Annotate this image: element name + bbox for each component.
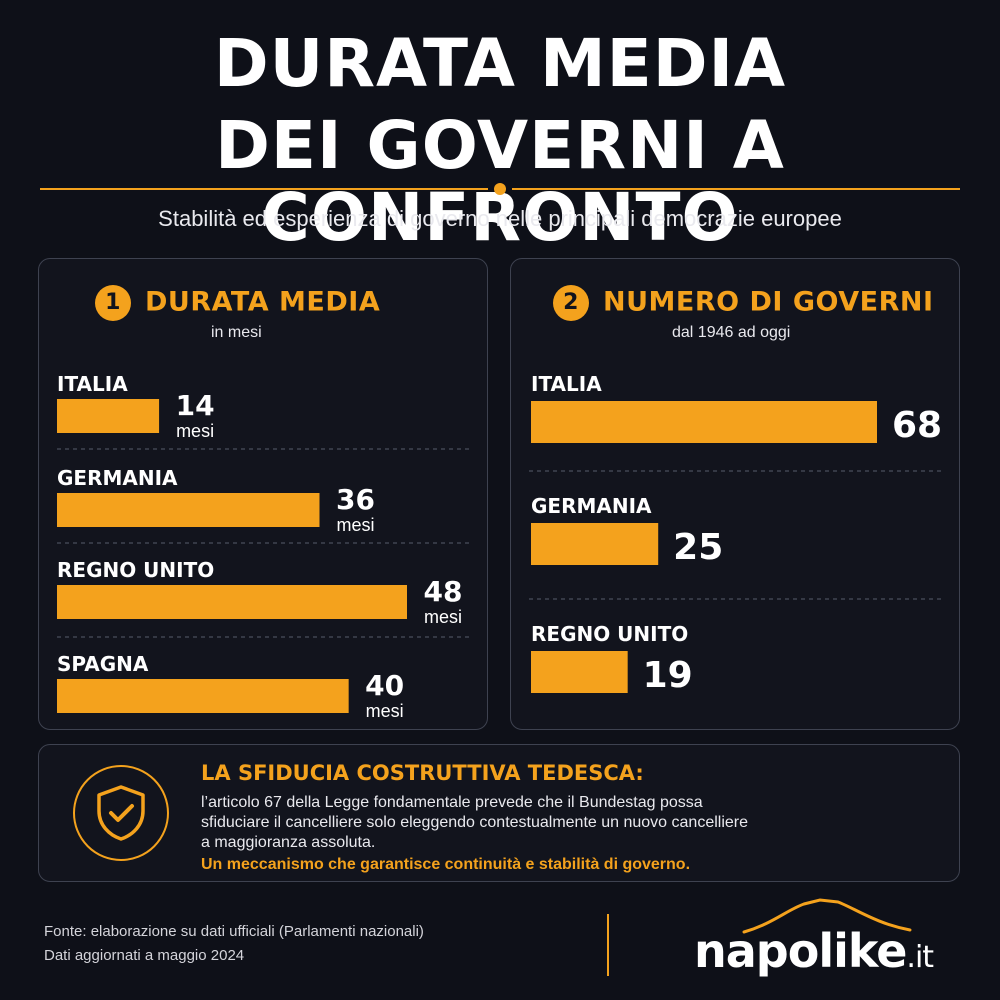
category-label: SPAGNA xyxy=(57,652,149,676)
value-label: 68 xyxy=(892,405,942,446)
page-title-line1: DURATA MEDIA xyxy=(213,25,787,102)
panel-numero-governi: 2 NUMERO DI GOVERNI dal 1946 ad oggi ITAL… xyxy=(510,258,960,730)
value-label: 40 xyxy=(365,669,404,702)
source-line-1: Fonte: elaborazione su dati ufficiali (P… xyxy=(44,923,424,940)
value-label: 36 xyxy=(336,483,375,516)
source-note: Fonte: elaborazione su dati ufficiali (P… xyxy=(44,920,424,968)
category-label: ITALIA xyxy=(531,372,602,396)
bar xyxy=(531,523,659,565)
logo-tld: .it xyxy=(906,940,934,975)
unit-label: mesi xyxy=(366,701,404,721)
value-label: 19 xyxy=(643,655,693,696)
panel-subtitle-numero: dal 1946 ad oggi xyxy=(672,324,791,341)
unit-label: mesi xyxy=(424,607,462,627)
panel-durata-media: 1 DURATA MEDIA in mesi ITALIA 14 mesi GERMAN… xyxy=(38,258,488,730)
unit-label: mesi xyxy=(336,515,374,535)
page-subtitle: Stabilità ed esperienza di governo nelle… xyxy=(158,206,842,231)
category-label: ITALIA xyxy=(57,372,128,396)
panel-title-numero: 2 NUMERO DI GOVERNI xyxy=(553,285,934,321)
source-line-2: Dati aggiornati a maggio 2024 xyxy=(44,947,245,964)
footer-divider xyxy=(607,914,609,976)
panel-number-badge: 2 xyxy=(553,285,589,321)
bar xyxy=(57,493,320,527)
panel-title-text: DURATA MEDIA xyxy=(145,286,381,318)
bar xyxy=(57,399,160,433)
page-title-line2: DEI GOVERNI A CONFRONTO xyxy=(215,107,785,256)
napolike-logo: napolike.it xyxy=(694,924,934,978)
title-divider-right xyxy=(512,188,960,190)
bar xyxy=(531,401,877,443)
bar xyxy=(57,585,407,619)
value-label: 25 xyxy=(673,527,723,568)
logo-mountain-icon xyxy=(742,898,912,934)
info-highlight: Un meccanismo che garantisce continuità … xyxy=(201,856,691,873)
panel-title-text: NUMERO DI GOVERNI xyxy=(603,286,934,318)
info-body: l’articolo 67 della Legge fondamentale p… xyxy=(201,794,749,851)
value-label: 14 xyxy=(176,389,215,422)
panel-number-badge: 1 xyxy=(95,285,131,321)
bar xyxy=(57,679,349,713)
value-label: 48 xyxy=(424,575,463,608)
logo-name: napolike xyxy=(694,924,907,978)
panel-subtitle-durata: in mesi xyxy=(211,324,262,341)
category-label: REGNO UNITO xyxy=(531,622,688,646)
category-label: GERMANIA xyxy=(57,466,178,490)
shield-check-icon xyxy=(73,765,169,861)
panel-title-durata: 1 DURATA MEDIA xyxy=(95,285,380,321)
title-divider-left xyxy=(40,188,488,190)
numero-governi-chart: ITALIA 68 GERMANIA 25 REGNO UNITO 19 xyxy=(529,372,943,696)
info-box: LA SFIDUCIA COSTRUTTIVA TEDESCA: l’artic… xyxy=(38,744,960,882)
bar xyxy=(531,651,628,693)
title-divider-dot xyxy=(494,183,506,195)
info-title: LA SFIDUCIA COSTRUTTIVA TEDESCA: xyxy=(201,761,644,785)
category-label: REGNO UNITO xyxy=(57,558,214,582)
category-label: GERMANIA xyxy=(531,494,652,518)
unit-label: mesi xyxy=(176,421,214,441)
